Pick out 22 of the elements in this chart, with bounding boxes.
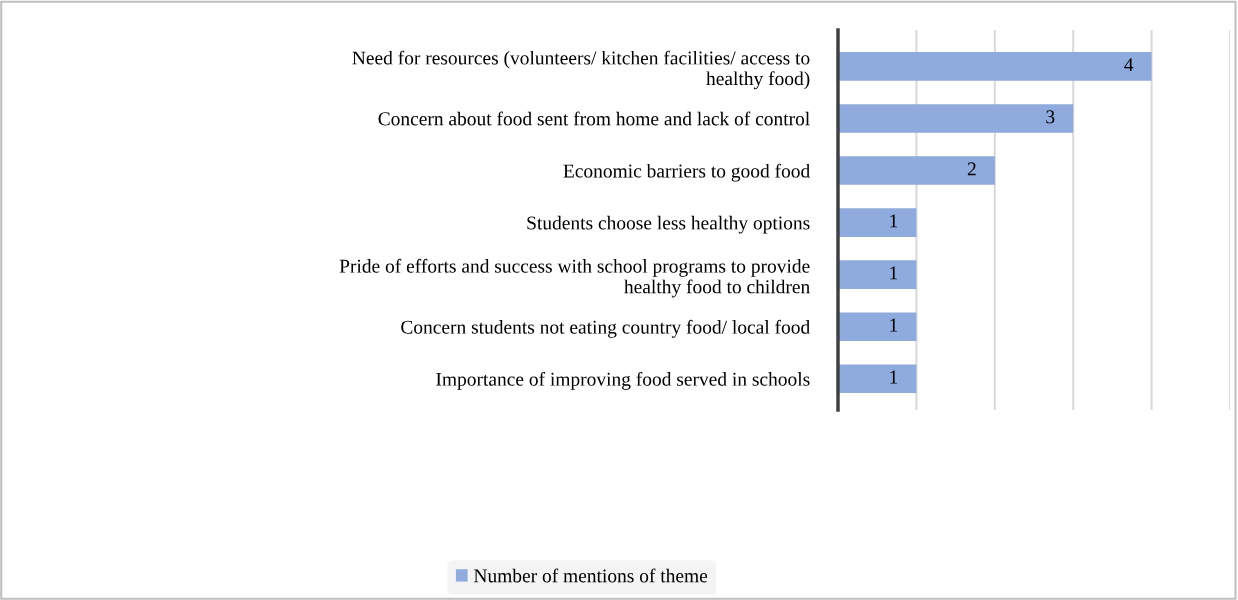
bar xyxy=(838,104,1074,133)
data-label: 1 xyxy=(890,266,898,280)
data-label: 3 xyxy=(1046,110,1055,124)
bar xyxy=(838,52,1152,81)
y-tick-label: Economic barriers to good food xyxy=(563,163,810,182)
bar xyxy=(838,156,995,185)
data-label: 4 xyxy=(1124,58,1134,72)
data-label: 1 xyxy=(890,318,898,332)
y-tick-label: Concern students not eating country food/ local food xyxy=(401,319,810,338)
y-tick-label: Importance of improving food served in schools xyxy=(436,371,810,390)
bar xyxy=(838,364,917,394)
data-label: 1 xyxy=(890,370,898,384)
bar xyxy=(838,208,917,237)
data-label: 2 xyxy=(967,162,976,176)
y-tick-label: Need for resources (volunteers/ kitchen facilities/ access to healthy food) xyxy=(352,50,810,90)
bar xyxy=(838,312,917,342)
y-tick-label: Pride of efforts and success with school programs to provide healthy food to children xyxy=(339,258,810,298)
bar xyxy=(838,260,917,289)
y-tick-label: Students choose less healthy options xyxy=(527,215,810,234)
legend-label: Number of mentions of theme xyxy=(473,568,708,583)
y-tick-label: Concern about food sent from home and lack of control xyxy=(378,111,810,126)
data-label: 1 xyxy=(890,214,898,228)
